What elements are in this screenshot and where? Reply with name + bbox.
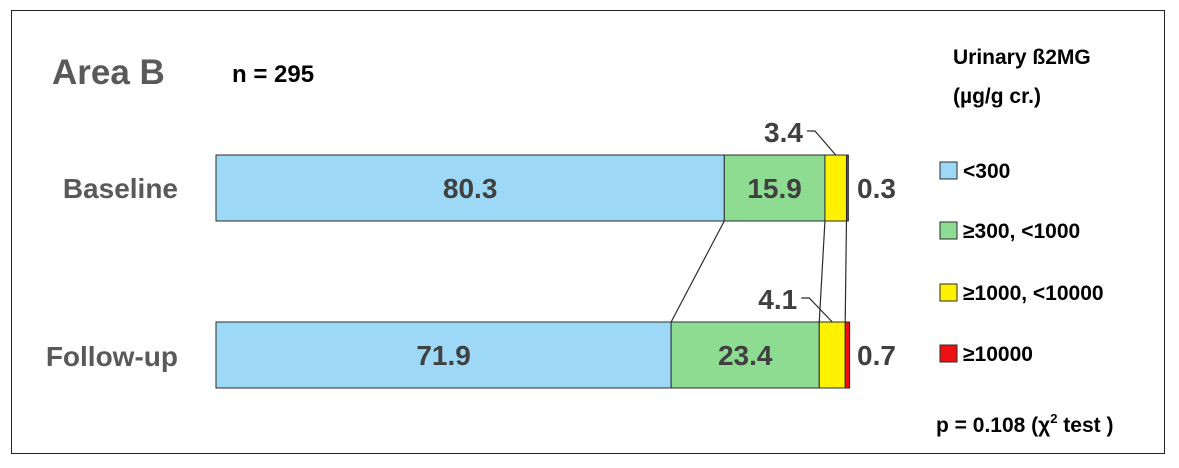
bar-follow-up-series-1 [670, 321, 820, 389]
legend-title-line1: Urinary ß2MG [953, 46, 1091, 69]
bar-follow-up-series-2 [818, 321, 846, 389]
data-label-follow-up-series-3: 0.7 [857, 340, 896, 371]
connector-line-1 [670, 220, 725, 323]
data-label-baseline-series-0: 80.3 [443, 173, 498, 204]
p-value-suffix: test ) [1057, 414, 1113, 437]
legend-swatch-3 [939, 344, 958, 363]
bar-follow-up-series-3 [844, 321, 851, 389]
bar-group [215, 154, 851, 389]
leader-line-follow-up [801, 297, 833, 323]
data-label-follow-up-series-1: 23.4 [718, 340, 773, 371]
legend-swatch-2 [939, 283, 958, 302]
data-label-baseline-series-2: 3.4 [764, 117, 803, 148]
legend: <300 ≥300, <1000 ≥1000, <10000 ≥10000 [939, 160, 1104, 366]
connector-line-3 [844, 220, 848, 323]
sample-size: n = 295 [232, 61, 314, 88]
bar-baseline-series-2 [824, 154, 847, 222]
p-value-prefix: p = 0.108 ( [936, 414, 1038, 437]
bar-follow-up-series-0 [215, 321, 672, 389]
data-label-follow-up-series-2: 4.1 [758, 284, 797, 315]
bar-baseline-series-0 [215, 154, 725, 222]
data-labels: 80.3 15.9 3.4 0.3 71.9 23.4 4.1 0.7 [416, 117, 896, 371]
chi-superscript: 2 [1050, 411, 1057, 426]
bar-baseline-series-1 [723, 154, 826, 222]
figure-frame [11, 10, 1165, 454]
connector-lines [670, 220, 848, 323]
category-label-baseline: Baseline [63, 173, 178, 204]
bar-baseline-series-3 [845, 154, 849, 222]
data-label-baseline-series-1: 15.9 [747, 173, 802, 204]
p-value-annotation: p = 0.108 (χ2 test ) [936, 411, 1113, 437]
legend-swatch-1 [939, 221, 958, 240]
leader-line-baseline [806, 130, 837, 156]
legend-label-1: ≥300, <1000 [963, 220, 1080, 243]
legend-swatch-0 [939, 161, 958, 180]
chart-title: Area B [52, 53, 165, 92]
data-label-follow-up-series-0: 71.9 [416, 340, 471, 371]
category-label-follow-up: Follow-up [46, 341, 178, 372]
legend-title-line2: (µg/g cr.) [953, 85, 1041, 108]
data-label-baseline-series-3: 0.3 [857, 173, 896, 204]
connector-line-2 [818, 220, 826, 323]
legend-label-2: ≥1000, <10000 [963, 282, 1104, 305]
legend-label-0: <300 [963, 160, 1010, 183]
chi-symbol: χ [1038, 414, 1050, 437]
legend-label-3: ≥10000 [963, 343, 1033, 366]
